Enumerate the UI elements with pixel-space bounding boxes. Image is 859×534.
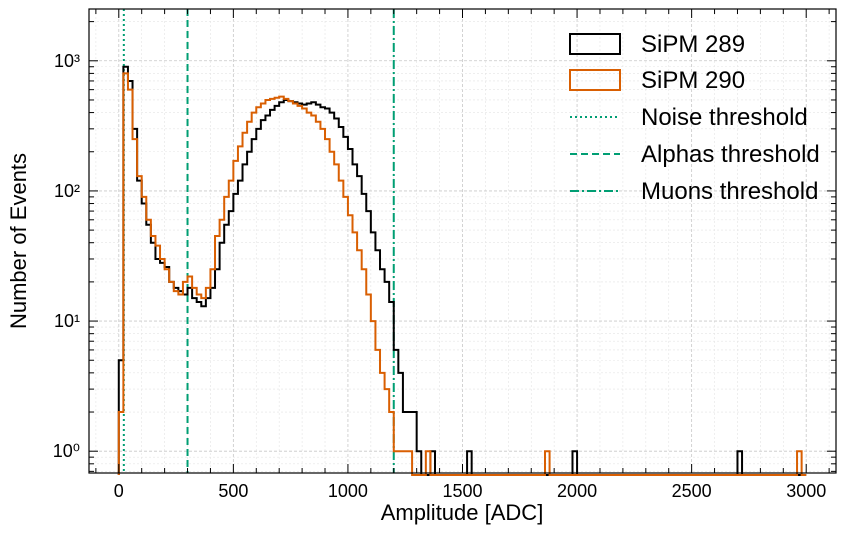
axis-ticks: 0 500 1000 1500 2000 2500 3000 10⁰ 10¹ 10² 10³ [53,9,836,501]
x-tick-label: 1500 [442,481,482,501]
legend-swatch [569,69,621,91]
legend-label: Noise threshold [641,104,808,131]
x-tick-label: 2500 [672,481,712,501]
x-tick-label: 3000 [786,481,826,501]
legend: SiPM 289 SiPM 290 Noise threshold Alphas th… [569,31,820,205]
y-tick-label: 10³ [54,51,80,71]
y-axis-label: Number of Events [6,153,31,329]
y-tick-label: 10¹ [54,311,80,331]
x-tick-label: 1000 [328,481,368,501]
x-tick-label: 2000 [557,481,597,501]
legend-label: Alphas threshold [641,141,820,168]
histogram-line [117,72,807,476]
legend-label: SiPM 290 [641,67,745,94]
x-tick-label: 0 [114,481,124,501]
histogram-series [117,65,807,476]
legend-label: SiPM 289 [641,31,745,58]
x-tick-label: 500 [218,481,248,501]
x-axis-label: Amplitude [ADC] [381,500,544,525]
y-tick-label: 10⁰ [53,441,80,461]
legend-label: Muons threshold [641,178,818,205]
grid [89,9,836,473]
legend-swatch [569,33,621,55]
y-tick-label: 10² [54,181,80,201]
